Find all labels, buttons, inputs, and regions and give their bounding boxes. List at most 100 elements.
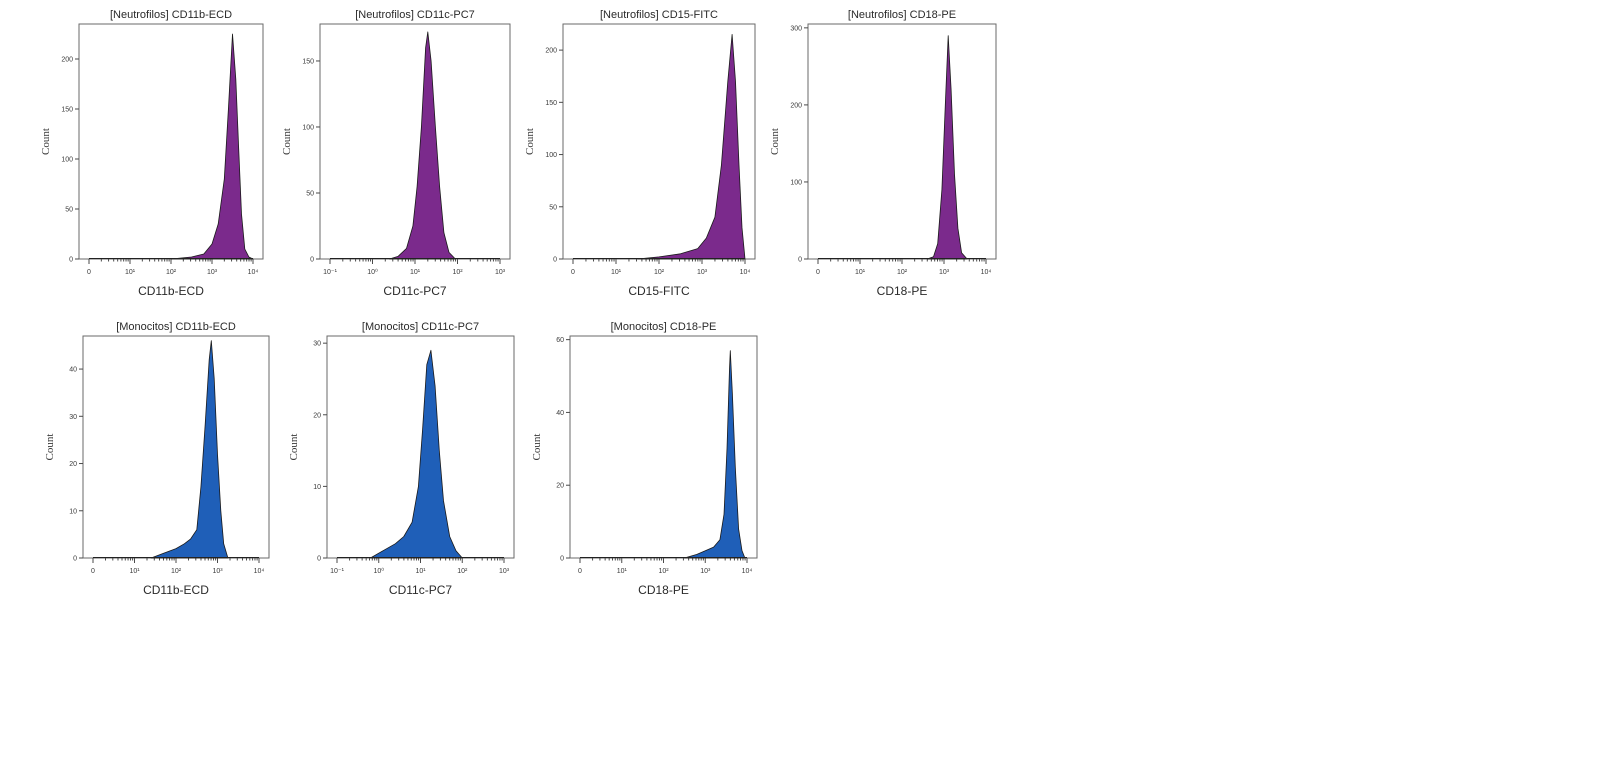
- x-tick-label: 10³: [207, 269, 218, 276]
- y-axis-label: Count: [769, 128, 781, 155]
- x-tick-label: 10²: [166, 269, 177, 276]
- x-tick-label: 10²: [171, 568, 182, 575]
- histogram-area: [684, 350, 746, 559]
- y-tick-label: 40: [69, 367, 77, 374]
- x-tick-label: 10⁰: [373, 567, 384, 575]
- y-tick-label: 20: [556, 483, 564, 490]
- x-tick-label: 10³: [939, 269, 950, 276]
- y-tick-label: 100: [302, 124, 314, 131]
- x-axis-label: CD11b-ECD: [143, 583, 209, 597]
- y-tick-label: 150: [61, 107, 73, 114]
- y-tick-label: 150: [302, 58, 314, 65]
- chart-title: [Neutrofilos] CD11c-PC7: [355, 9, 475, 21]
- histogram-area: [150, 340, 229, 559]
- histogram-panel-7: [Monocitos] CD18-PE CD18-PE Count 0 20 40 60 0 1…: [531, 321, 758, 597]
- y-axis-label: Count: [288, 434, 300, 461]
- x-tick-label: 10³: [499, 568, 510, 575]
- y-tick-label: 0: [69, 257, 73, 264]
- y-tick-label: 0: [310, 257, 314, 264]
- x-tick-label: 10¹: [410, 269, 421, 276]
- chart-title: [Monocitos] CD11b-ECD: [116, 321, 236, 333]
- x-tick-label: 10⁻¹: [330, 568, 344, 575]
- x-tick-label: 0: [571, 269, 575, 276]
- y-tick-label: 10: [69, 508, 77, 515]
- histogram-panel-2: [Neutrofilos] CD11c-PC7 CD11c-PC7 Count 0 50…: [281, 9, 511, 298]
- x-tick-label: 10²: [897, 269, 908, 276]
- y-tick-label: 40: [556, 410, 564, 417]
- histogram-area: [370, 349, 463, 559]
- histogram-area: [637, 34, 746, 260]
- y-tick-label: 300: [790, 25, 802, 32]
- histogram-panel-6: [Monocitos] CD11c-PC7 CD11c-PC7 Count 0 10 20…: [288, 321, 515, 597]
- y-tick-label: 200: [61, 57, 73, 64]
- x-tick-label: 10¹: [617, 568, 628, 575]
- x-tick-label: 10⁻¹: [323, 269, 337, 276]
- x-axis-label: CD11b-ECD: [138, 284, 204, 298]
- histogram-panel-3: [Neutrofilos] CD15-FITC CD15-FITC Count 0 50…: [524, 9, 756, 298]
- y-axis-label: Count: [44, 434, 56, 461]
- y-tick-label: 10: [313, 484, 321, 491]
- x-tick-label: 10²: [658, 568, 669, 575]
- x-tick-label: 10¹: [611, 269, 622, 276]
- histogram-area: [389, 31, 456, 260]
- y-tick-label: 20: [69, 461, 77, 468]
- histogram-panel-4: [Neutrofilos] CD18-PE CD18-PE Count 0 100 200…: [769, 9, 997, 298]
- x-tick-label: 10⁴: [740, 269, 751, 276]
- y-axis-label: Count: [524, 128, 536, 155]
- x-tick-label: 0: [87, 269, 91, 276]
- x-tick-label: 10⁰: [367, 268, 378, 276]
- y-tick-label: 200: [790, 102, 802, 109]
- y-tick-label: 0: [553, 257, 557, 264]
- y-tick-label: 60: [556, 337, 564, 344]
- x-axis-label: CD18-PE: [638, 583, 689, 597]
- y-axis-label: Count: [40, 128, 52, 155]
- y-tick-label: 50: [65, 207, 73, 214]
- y-axis-label: Count: [531, 434, 543, 461]
- x-tick-label: 10²: [654, 269, 665, 276]
- x-tick-label: 0: [816, 269, 820, 276]
- x-tick-label: 10¹: [415, 568, 426, 575]
- y-tick-label: 30: [313, 341, 321, 348]
- y-tick-label: 50: [549, 204, 557, 211]
- x-tick-label: 10³: [697, 269, 708, 276]
- histogram-area: [170, 33, 254, 260]
- x-tick-label: 0: [91, 568, 95, 575]
- y-tick-label: 200: [545, 48, 557, 55]
- y-tick-label: 20: [313, 412, 321, 419]
- x-tick-label: 10²: [452, 269, 463, 276]
- x-tick-label: 10⁴: [254, 568, 265, 575]
- chart-title: [Neutrofilos] CD18-PE: [848, 9, 956, 21]
- x-axis-label: CD11c-PC7: [389, 583, 452, 597]
- x-tick-label: 10²: [457, 568, 468, 575]
- x-tick-label: 10⁴: [248, 269, 259, 276]
- x-tick-label: 10⁴: [742, 568, 753, 575]
- chart-title: [Neutrofilos] CD15-FITC: [600, 9, 718, 21]
- histogram-panel-5: [Monocitos] CD11b-ECD CD11b-ECD Count 0 10 20…: [44, 321, 270, 597]
- x-axis-label: CD11c-PC7: [383, 284, 446, 298]
- y-tick-label: 0: [798, 257, 802, 264]
- x-axis-label: CD18-PE: [877, 284, 928, 298]
- y-tick-label: 100: [790, 179, 802, 186]
- plot-frame: [807, 23, 997, 260]
- y-tick-label: 0: [73, 556, 77, 563]
- chart-title: [Neutrofilos] CD11b-ECD: [110, 9, 232, 21]
- x-tick-label: 10¹: [125, 269, 136, 276]
- x-tick-label: 0: [578, 568, 582, 575]
- x-tick-label: 10⁴: [981, 269, 992, 276]
- y-tick-label: 100: [61, 157, 73, 164]
- y-tick-label: 150: [545, 100, 557, 107]
- chart-title: [Monocitos] CD18-PE: [611, 321, 717, 333]
- x-tick-label: 10¹: [129, 568, 140, 575]
- histogram-area: [926, 35, 968, 260]
- chart-title: [Monocitos] CD11c-PC7: [362, 321, 479, 333]
- x-tick-label: 10³: [700, 568, 711, 575]
- y-tick-label: 50: [306, 190, 314, 197]
- histogram-panel-1: [Neutrofilos] CD11b-ECD CD11b-ECD Count 0 50…: [40, 9, 264, 298]
- y-tick-label: 0: [317, 556, 321, 563]
- x-tick-label: 10¹: [855, 269, 866, 276]
- x-tick-label: 10³: [495, 269, 506, 276]
- y-tick-label: 100: [545, 152, 557, 159]
- y-axis-label: Count: [281, 128, 293, 155]
- y-tick-label: 0: [560, 556, 564, 563]
